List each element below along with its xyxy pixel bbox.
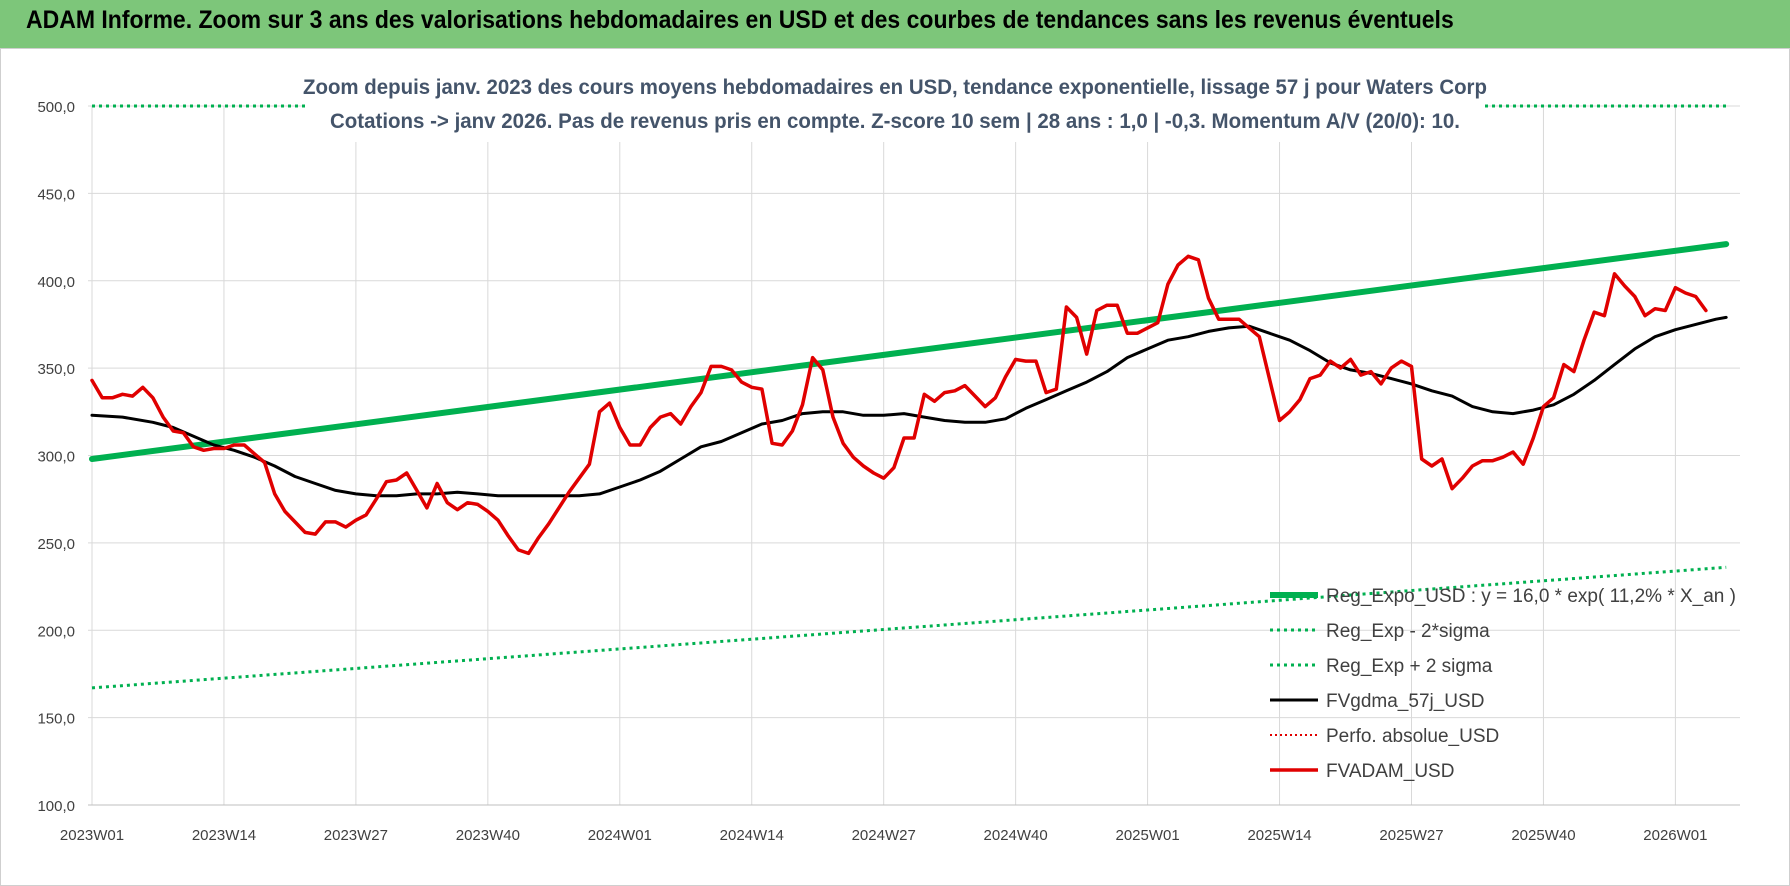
y-tick-label: 250,0 — [37, 536, 75, 553]
x-tick-label: 2025W40 — [1511, 827, 1575, 844]
x-tick-label: 2025W27 — [1379, 827, 1443, 844]
series-line-6 — [90, 254, 1708, 556]
x-tick-label: 2023W27 — [324, 827, 388, 844]
x-tick-label: 2026W01 — [1643, 827, 1707, 844]
legend-label-4: FVgdma_57j_USD — [1326, 691, 1484, 712]
y-tick-label: 400,0 — [37, 274, 75, 291]
x-tick-label: 2024W40 — [984, 827, 1048, 844]
header-banner: ADAM Informe. Zoom sur 3 ans des valoris… — [0, 0, 1790, 48]
x-tick-label: 2024W14 — [720, 827, 784, 844]
x-tick-label: 2024W01 — [588, 827, 652, 844]
title-background — [305, 68, 1485, 142]
legend-label-1: Reg_Expo_USD : y = 16,0 * exp( 11,2% * X… — [1326, 586, 1736, 607]
page-title: ADAM Informe. Zoom sur 3 ans des valoris… — [26, 6, 1454, 34]
y-tick-label: 350,0 — [37, 361, 75, 378]
legend-label-3: Reg_Exp + 2 sigma — [1326, 656, 1493, 677]
legend-label-5: Perfo. absolue_USD — [1326, 726, 1499, 747]
y-tick-label: 150,0 — [37, 711, 75, 728]
x-tick-label: 2025W01 — [1115, 827, 1179, 844]
series-line-4 — [90, 315, 1728, 498]
y-tick-label: 500,0 — [37, 99, 75, 116]
legend-label-2: Reg_Exp - 2*sigma — [1326, 621, 1490, 642]
x-tick-label: 2023W01 — [60, 827, 124, 844]
series-line-2 — [91, 565, 1727, 690]
y-tick-label: 200,0 — [37, 623, 75, 640]
x-tick-label: 2023W40 — [456, 827, 520, 844]
y-tick-label: 100,0 — [37, 798, 75, 815]
x-tick-label: 2023W14 — [192, 827, 256, 844]
x-tick-label: 2025W14 — [1247, 827, 1311, 844]
legend-label-6: FVADAM_USD — [1326, 761, 1454, 782]
series-line-1 — [89, 241, 1730, 462]
y-tick-label: 450,0 — [37, 186, 75, 203]
chart-title-line-2: Cotations -> janv 2026. Pas de revenus p… — [330, 110, 1460, 133]
x-tick-label: 2024W27 — [852, 827, 916, 844]
chart-title-line-1: Zoom depuis janv. 2023 des cours moyens … — [303, 76, 1487, 99]
y-tick-label: 300,0 — [37, 449, 75, 466]
